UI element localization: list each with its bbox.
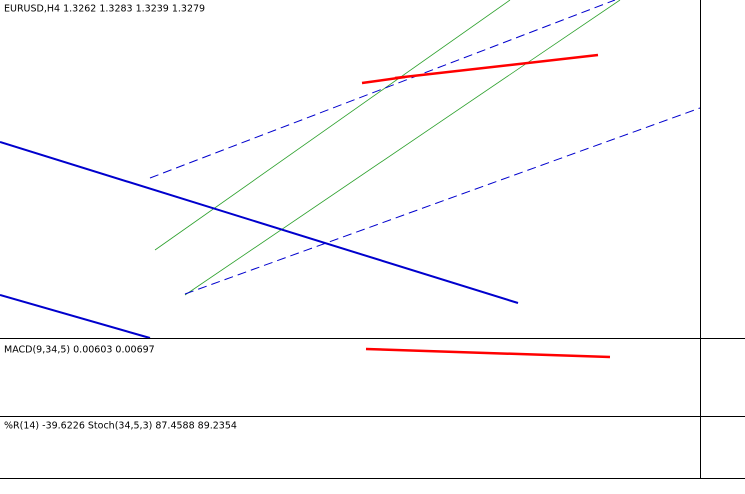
resistance-line	[394, 53, 599, 80]
stoch-title: %R(14) -39.6226 Stoch(34,5,3) 87.4588 89…	[4, 421, 237, 432]
channel-line	[184, 107, 701, 295]
trend-line	[0, 294, 151, 339]
channel-line	[149, 0, 616, 179]
trend-lines	[0, 0, 701, 359]
divergence-line	[365, 347, 611, 359]
trend-line	[0, 141, 519, 304]
chart-title: EURUSD,H4 1.3262 1.3283 1.3239 1.3279	[4, 4, 205, 15]
channel-line	[184, 0, 621, 296]
macd-title: MACD(9,34,5) 0.00603 0.00697	[4, 345, 155, 356]
frame	[0, 0, 745, 479]
label-layer: EURUSD,H4 1.3262 1.3283 1.3239 1.3279 MA…	[4, 4, 237, 432]
